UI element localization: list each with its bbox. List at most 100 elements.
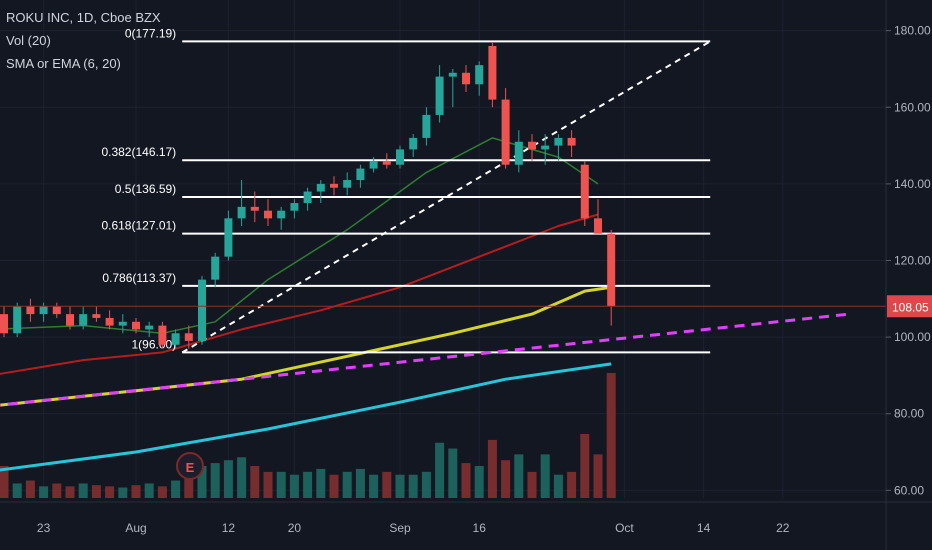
volume-bar (65, 486, 75, 498)
candle-body (435, 76, 444, 115)
fibonacci-retracement[interactable]: 0(177.19) 0.382(146.17) 0.5(136.59) 0.618(1… (101, 26, 711, 354)
fib-level-label: 0(177.19) (125, 26, 176, 40)
candle-body (409, 137, 418, 150)
volume-bar (157, 486, 167, 498)
price-tick-label: 120.00 (894, 253, 931, 267)
time-tick-label: Oct (615, 521, 634, 535)
volume-bar (25, 480, 35, 498)
candle-body (0, 314, 8, 334)
price-tick-label: 140.00 (894, 177, 931, 191)
volume-bar (553, 474, 563, 498)
time-tick-label: 22 (776, 521, 790, 535)
candle-body (250, 206, 259, 211)
candle-body (105, 317, 114, 326)
time-tick-label: 20 (288, 521, 302, 535)
volume-bar (12, 483, 22, 498)
candle-body (330, 183, 338, 188)
drawn-trend-lines[interactable] (0, 305, 886, 407)
candle-body (79, 314, 88, 326)
volume-bar (527, 471, 537, 498)
time-tick-label: 12 (222, 521, 236, 535)
price-tag-bg (887, 295, 932, 318)
volume-bars (0, 372, 616, 498)
time-axis[interactable]: 23 Aug 12 20 Sep 16 Oct 14 22 (0, 501, 932, 535)
ma-line-sma_cyan (0, 362, 612, 472)
volume-bar (355, 468, 365, 498)
volume-indicator-label[interactable]: Vol (20) (6, 33, 51, 48)
volume-bar (382, 471, 392, 498)
candle-body (277, 210, 286, 219)
time-tick-label: 16 (473, 521, 487, 535)
time-tick-label: Aug (125, 521, 146, 535)
volume-bar (342, 471, 352, 498)
volume-bar (369, 474, 379, 498)
candle-body (158, 325, 167, 345)
volume-bar (197, 466, 207, 498)
candle-body (501, 99, 510, 165)
volume-bar (263, 471, 273, 498)
volume-bar (52, 483, 62, 498)
time-tick-label: 14 (697, 521, 711, 535)
volume-bar (303, 471, 313, 498)
symbol-title[interactable]: ROKU INC, 1D, Cboe BZX (6, 10, 161, 25)
fib-level-label: 0.618(127.01) (101, 219, 176, 233)
candle-body (475, 65, 484, 85)
volume-bar (171, 480, 181, 498)
volume-bar (316, 468, 326, 498)
candle-body (607, 233, 616, 307)
volume-bar (540, 454, 550, 498)
volume-bar (448, 448, 458, 498)
volume-bar (580, 434, 590, 498)
volume-bar (250, 466, 260, 498)
candle-body (66, 314, 74, 326)
candle-body (39, 306, 48, 315)
volume-bar (237, 457, 247, 498)
candle-body (488, 45, 497, 100)
volume-bar (435, 442, 445, 498)
candle-body (132, 321, 140, 330)
fib-level-label: 0.786(113.37) (102, 271, 176, 285)
chart-legend: ROKU INC, 1D, Cboe BZX Vol (20) SMA or E… (6, 6, 161, 75)
volume-bar (395, 474, 405, 498)
candle-body (369, 160, 378, 169)
price-axis[interactable]: 60.00 80.00 100.00 120.00 140.00 160.00 180.00… (885, 0, 932, 550)
candle-body (92, 314, 101, 318)
earnings-icon[interactable]: E (176, 452, 204, 480)
candle-body (448, 72, 457, 77)
candle-body (356, 168, 365, 181)
ma-line-ema_red (0, 213, 599, 375)
support-trend-line (0, 312, 849, 407)
volume-bar (567, 471, 577, 498)
volume-bar (461, 463, 471, 498)
volume-bar (487, 439, 497, 498)
volume-bar (184, 477, 194, 498)
candle-body (514, 141, 523, 165)
volume-bar (501, 460, 511, 498)
candle-body (382, 160, 391, 165)
volume-bar (606, 372, 616, 498)
ma-indicator-label[interactable]: SMA or EMA (6, 20) (6, 56, 121, 71)
price-tick-label: 60.00 (894, 483, 924, 497)
fib-level-label: 0.382(146.17) (101, 145, 176, 159)
price-tick-label: 80.00 (894, 407, 924, 421)
candle-body (316, 183, 325, 192)
candle-body (567, 137, 576, 146)
candle-body (343, 180, 352, 188)
volume-bar (408, 474, 418, 498)
volume-bar (474, 466, 484, 498)
volume-bar (131, 485, 141, 498)
candle-body (264, 210, 272, 219)
price-tag-label: 108.05 (892, 300, 929, 314)
volume-bar (78, 483, 88, 498)
candle-body (198, 279, 206, 341)
candle-body (171, 333, 180, 345)
volume-bar (514, 454, 524, 498)
candle-body (237, 206, 246, 219)
time-tick-label: Sep (389, 521, 411, 535)
candlesticks (0, 42, 616, 349)
candle-body (594, 218, 602, 234)
volume-bar (118, 487, 128, 498)
volume-bar (105, 486, 115, 498)
ma-line-sma_yellow (0, 285, 612, 407)
